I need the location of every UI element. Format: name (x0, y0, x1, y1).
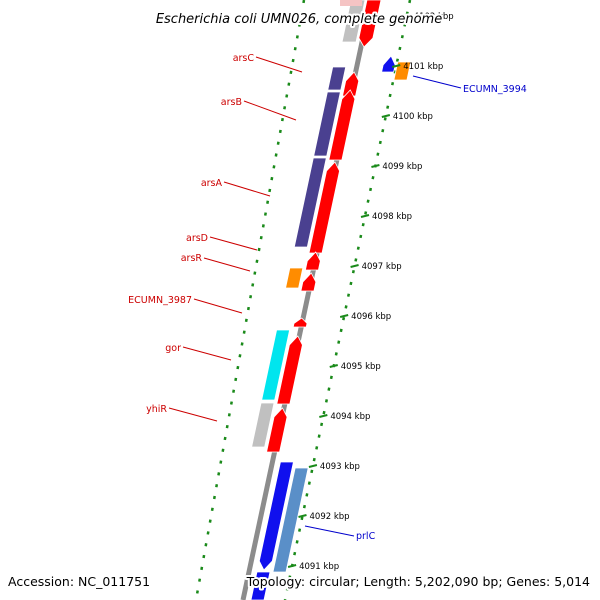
scale-label: 4091 kbp (299, 562, 339, 572)
gene-label-arsC: arsC (233, 53, 255, 64)
scale-labels: 4102 kbp 4101 kbp 4100 kbp 4099 kbp 4098 kbp… (287, 12, 454, 572)
scale-label: 4100 kbp (393, 112, 433, 122)
scale-label: 4093 kbp (320, 462, 360, 472)
feature-top-fade (340, 0, 362, 6)
major-tick (350, 264, 359, 268)
leader-gor (182, 346, 232, 361)
feature-arsC-reverse (327, 66, 347, 91)
feature-yhiR-grey (251, 402, 275, 448)
gene-label-ECUMN_3987: ECUMN_3987 (128, 295, 192, 306)
leader-arsD (209, 236, 258, 251)
feature-arsA-reverse (293, 157, 327, 248)
feature-ECUMN_3994-blue (381, 55, 396, 73)
leader-arsR (203, 257, 251, 272)
feature-prlC (272, 467, 309, 573)
gene-label-gor: gor (165, 343, 181, 354)
feature-prlC-left (258, 461, 294, 571)
major-tick (298, 514, 307, 518)
gene-label-yhiR: yhiR (146, 404, 167, 415)
feature-gor-cyan (261, 329, 291, 401)
major-tick (287, 564, 297, 568)
scale-label: 4101 kbp (403, 62, 443, 72)
scale-label: 4096 kbp (351, 312, 391, 322)
leader-arsC (255, 56, 303, 73)
map-title-halo: Escherichia coli UMN026, complete genome (156, 12, 442, 27)
label-leader-lines (168, 56, 462, 537)
gene-label-prlC: prlC (356, 531, 376, 542)
feature-top-grey (341, 0, 366, 43)
major-tick (402, 14, 411, 18)
scale-label: 4092 kbp (310, 512, 350, 522)
feature-arsR-orange (285, 267, 304, 289)
gene-label-arsA: arsA (201, 178, 223, 189)
leader-arsB (243, 100, 297, 121)
gene-features (250, 0, 412, 600)
gene-label-arsR: arsR (181, 253, 203, 264)
scale-label: 4099 kbp (382, 162, 422, 172)
leader-arsA (223, 181, 271, 197)
feature-arsB-reverse (313, 91, 341, 157)
gene-label-arsD: arsD (186, 233, 208, 244)
scale-label: 4097 kbp (362, 262, 402, 272)
major-tick (319, 414, 328, 418)
gene-label-arsB: arsB (221, 97, 242, 108)
feature-top-red (358, 0, 382, 48)
major-tick (381, 114, 391, 118)
scale-label: 4095 kbp (341, 362, 381, 372)
feature-bottom-blue (250, 571, 271, 600)
feature-ECUMN_3987 (292, 317, 308, 328)
feature-gor (276, 335, 303, 405)
major-tick (339, 314, 349, 318)
leader-yhiR (168, 407, 218, 422)
map-title: Escherichia coli UMN026, complete genome (156, 12, 442, 27)
gene-labels: arsC arsB arsA arsD arsR ECUMN_3987 gor … (128, 53, 527, 542)
major-tick (360, 214, 370, 218)
major-tick (329, 364, 338, 368)
feature-arsD (304, 251, 321, 271)
feature-yhiR (266, 407, 288, 453)
scale-label: 4094 kbp (330, 412, 370, 422)
scale-label: 4098 kbp (372, 212, 412, 222)
leader-prlC (304, 525, 355, 537)
major-tick (308, 464, 318, 468)
major-tick (392, 64, 401, 68)
genome-summary-text: Topology: circular; Length: 5,202,090 bp… (246, 574, 590, 589)
major-tick (371, 164, 380, 168)
accession-text: Accession: NC_011751 (8, 574, 150, 589)
leader-ECUMN_3987 (193, 298, 243, 314)
gene-label-ECUMN_3994: ECUMN_3994 (463, 84, 527, 95)
leader-ECUMN_3994 (412, 75, 462, 89)
feature-arsB (328, 89, 356, 161)
feature-arsR (300, 272, 317, 292)
scale-label: 4102 kbp (414, 12, 454, 22)
